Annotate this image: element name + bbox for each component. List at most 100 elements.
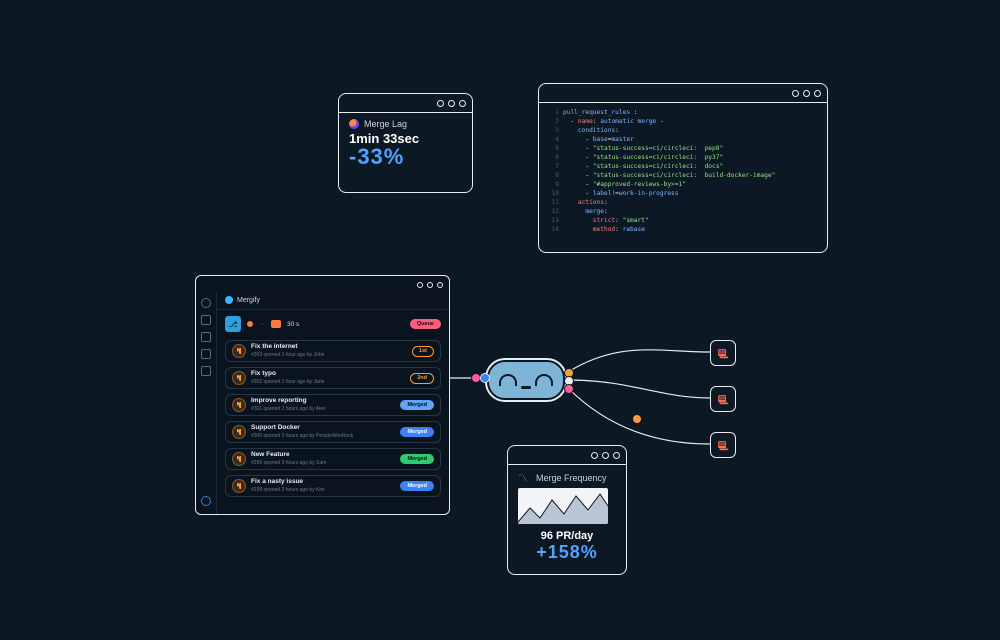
code-text: - "#approved-reviews-by>=1" — [563, 181, 686, 190]
sidebar-icon[interactable] — [201, 332, 211, 342]
line-number: 7 — [547, 163, 559, 172]
line-number: 9 — [547, 181, 559, 190]
sidebar-icon[interactable] — [201, 366, 211, 376]
code-text: - base=master — [563, 136, 634, 145]
avatar-icon — [232, 344, 246, 358]
pr-subtitle: #302 opened 1 hour ago by Jane — [251, 379, 324, 385]
pr-status-pill: Merged — [400, 427, 434, 437]
line-number: 8 — [547, 172, 559, 181]
line-number: 6 — [547, 154, 559, 163]
code-body: 1pull_request_rules :2 - name: automatic… — [539, 103, 827, 241]
code-line: 3 conditions: — [547, 127, 819, 136]
sidebar-help-icon[interactable] — [201, 496, 211, 506]
status-dot-icon — [247, 321, 253, 327]
line-number: 11 — [547, 199, 559, 208]
panel-titlebar — [339, 94, 472, 113]
line-number: 14 — [547, 226, 559, 235]
line-number: 3 — [547, 127, 559, 136]
code-text: - label!=work-in-progress — [563, 190, 679, 199]
pr-subtitle: #299 opened 3 hours ago by Sam — [251, 460, 326, 466]
code-text: - name: automatic merge - — [563, 118, 664, 127]
window-dot — [437, 282, 443, 288]
sidebar-icon[interactable] — [201, 349, 211, 359]
queue-pill[interactable]: Queue — [410, 319, 441, 329]
merge-frequency-panel: 〽 Merge Frequency 96 PR/day +158% — [507, 445, 627, 575]
merge-lag-title: Merge Lag — [364, 119, 407, 129]
pr-row[interactable]: Improve reporting#301 opened 2 hours ago… — [225, 394, 441, 416]
window-dot — [792, 90, 799, 97]
pr-title: Fix the internet — [251, 344, 324, 351]
connector-dot-icon — [564, 384, 574, 394]
code-text: - "status-success=ci/circleci: pep8" — [563, 145, 723, 154]
connector-dot-icon — [632, 414, 642, 424]
code-text: - "status-success=ci/circleci: build-doc… — [563, 172, 775, 181]
dashboard-brand: Mergify — [225, 296, 441, 309]
merge-lag-panel: Merge Lag 1min 33sec -33% — [338, 93, 473, 193]
brand-logo-icon — [225, 296, 233, 304]
pr-title: Improve reporting — [251, 398, 326, 405]
bot-mouth-icon — [521, 386, 531, 389]
code-text: conditions: — [563, 127, 619, 136]
pr-subtitle: #300 opened 2 hours ago by PeopleWhoRock — [251, 433, 353, 439]
merge-frequency-chart — [518, 488, 608, 524]
window-dot — [814, 90, 821, 97]
pr-subtitle: #298 opened 3 hours ago by Kim — [251, 487, 325, 493]
pr-status-pill: Merged — [400, 481, 434, 491]
code-text: method: rebase — [563, 226, 645, 235]
output-node — [710, 432, 736, 458]
code-text: - "status-success=ci/circleci: py37" — [563, 154, 723, 163]
avatar-icon — [232, 371, 246, 385]
code-text: strict: "smart" — [563, 217, 649, 226]
code-line: 10 - label!=work-in-progress — [547, 190, 819, 199]
bot-eye-icon — [499, 374, 517, 386]
code-line: 4 - base=master — [547, 136, 819, 145]
code-text: merge: — [563, 208, 608, 217]
merge-frequency-delta: +158% — [518, 542, 616, 563]
pr-row[interactable]: Support Docker#300 opened 2 hours ago by… — [225, 421, 441, 443]
pr-row[interactable]: Fix the internet#303 opened 1 hour ago b… — [225, 340, 441, 362]
bot-eye-icon — [535, 374, 553, 386]
pr-title: Fix typo — [251, 371, 324, 378]
pr-title: New Feature — [251, 452, 326, 459]
code-line: 13 strict: "smart" — [547, 217, 819, 226]
code-text: pull_request_rules : — [563, 109, 638, 118]
pr-list: Fix the internet#303 opened 1 hour ago b… — [225, 340, 441, 497]
brand-label: Mergify — [237, 297, 260, 304]
window-dot — [459, 100, 466, 107]
code-text: actions: — [563, 199, 608, 208]
pr-row[interactable]: Fix typo#302 opened 1 hour ago by Jane2n… — [225, 367, 441, 389]
code-text: - "status-success=ci/circleci: docs" — [563, 163, 723, 172]
window-dot — [448, 100, 455, 107]
sidebar-icon[interactable] — [201, 315, 211, 325]
queue-count: 30 s — [287, 321, 299, 328]
line-number: 10 — [547, 190, 559, 199]
pr-row[interactable]: Fix a nasty issue#298 opened 3 hours ago… — [225, 475, 441, 497]
window-dot — [427, 282, 433, 288]
output-node — [710, 340, 736, 366]
merge-lag-delta: -33% — [349, 144, 462, 170]
connector-dot-icon — [480, 373, 490, 383]
line-number: 5 — [547, 145, 559, 154]
pr-row[interactable]: New Feature#299 opened 3 hours ago by Sa… — [225, 448, 441, 470]
panel-titlebar — [539, 84, 827, 103]
pr-title: Fix a nasty issue — [251, 479, 325, 486]
avatar-icon — [232, 452, 246, 466]
line-number: 1 — [547, 109, 559, 118]
sidebar-icon[interactable] — [201, 298, 211, 308]
pr-status-pill: Merged — [400, 454, 434, 464]
output-node — [710, 386, 736, 412]
trend-line-icon: 〽 — [518, 471, 527, 484]
window-dot — [591, 452, 598, 459]
queue-badge-icon[interactable]: ⎇ — [225, 316, 241, 332]
code-line: 9 - "#approved-reviews-by>=1" — [547, 181, 819, 190]
panel-titlebar — [508, 446, 626, 465]
dashboard-panel: Mergify ⎇ → 30 s Queue Fix the internet#… — [195, 275, 450, 515]
window-dot — [437, 100, 444, 107]
merge-frequency-title: Merge Frequency — [536, 473, 607, 483]
code-line: 14 method: rebase — [547, 226, 819, 235]
code-line: 1 pull_request_rules : — [547, 109, 819, 118]
window-dot — [602, 452, 609, 459]
merge-frequency-value: 96 PR/day — [518, 530, 616, 542]
connector-wires — [0, 0, 1000, 640]
pr-subtitle: #301 opened 2 hours ago by Alex — [251, 406, 326, 412]
